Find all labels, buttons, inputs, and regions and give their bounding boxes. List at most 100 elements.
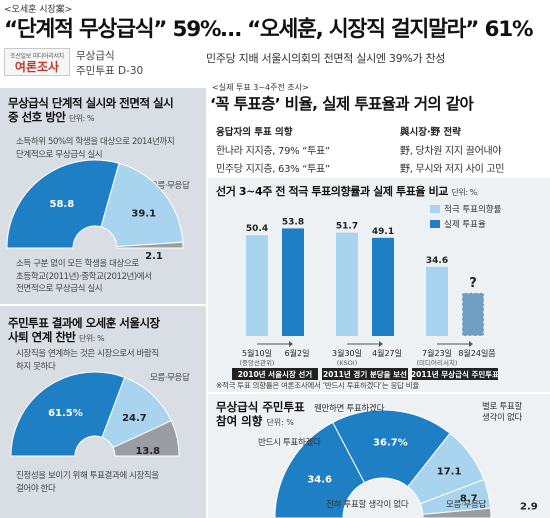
date-arrowhead	[469, 341, 473, 347]
q2-unit: 단위: %	[79, 334, 105, 343]
kicker: <오세훈 시장案>	[4, 5, 73, 15]
q2-title-line2: 사퇴 연계 찬반 단위: %	[8, 330, 160, 346]
donut-value-label: 34.6	[307, 475, 332, 486]
participation-title-line1: 무상급식 주민투표	[216, 400, 305, 414]
label-must-vote: 반드시 투표하겠다	[258, 438, 321, 448]
headline-pct-a: 59%	[172, 17, 222, 42]
donut-value-label: 2.1	[145, 251, 163, 260]
q1-unit: 단위: %	[68, 114, 95, 123]
q2-title: 주민투표 결과에 오세훈 서울시장 사퇴 연계 찬반 단위: %	[8, 316, 160, 346]
q1-desc: 소득하위 50%의 학생을 대상으로 2014년까지 단계적으로 무상급식 실시	[16, 136, 175, 161]
donut-value-label: 61.5%	[48, 408, 83, 419]
bar-value-label: 51.7	[336, 222, 358, 232]
bar-unknown-label: ?	[469, 276, 477, 291]
election-date-label: 4월27일	[372, 348, 402, 358]
headline-pct-b: 61%	[484, 17, 533, 42]
q1-desc-line2: 단계적으로 무상급식 실시	[16, 149, 103, 160]
participation-unit: 단위: %	[266, 418, 294, 427]
q2-desc-line2: 하지 못하다	[16, 361, 56, 372]
election-date-label: 8월24일쯤	[458, 348, 495, 358]
donut-value-label: 39.1	[131, 208, 156, 219]
survey-date-label: 7월23일	[422, 348, 452, 358]
bar-value-label: 34.6	[426, 256, 448, 266]
q2-foot: 진정성을 보이기 위해 투표결과에 시장직을 걸어야 한다	[16, 470, 159, 495]
bar-actual	[282, 228, 304, 336]
q2-desc-line1: 시장직을 연계하는 것은 시장으로서 바람직	[16, 349, 159, 359]
headline-part-a: “단계적 무상급식”	[4, 17, 167, 42]
q1-title-line2: 중 선호 방안 단위: %	[8, 110, 173, 126]
donut-value-label: 17.1	[437, 466, 462, 477]
q1-semi-donut: 58.8 39.1 2.1	[6, 159, 184, 260]
group-caption: 2011년 무상급식 주민투표	[411, 369, 499, 379]
intent-row-2: 민주당 지지층, 63% “투표”	[216, 164, 330, 175]
dday-tag: 주민투표 D-30	[76, 65, 144, 77]
donut-slice	[10, 371, 126, 457]
q2-semi-donut: 61.5% 24.7 13.8	[10, 371, 180, 457]
date-arrowhead	[379, 341, 383, 347]
survey-logo: 조선일보 미디어리서치 여론조사	[4, 48, 70, 76]
donut-value-label: 8.7	[460, 494, 478, 505]
headline: “단계적 무상급식” 59%… “오세훈, 시장직 걸지말라” 61%	[4, 12, 534, 43]
donut-slice	[274, 421, 366, 518]
q2-foot-line1: 진정성을 보이기 위해 투표결과에 시장직을	[16, 471, 159, 481]
election-date-label: 6월2일	[285, 348, 310, 358]
bar-survey	[426, 266, 448, 336]
label-dont-know: 모름·무응답	[446, 500, 487, 510]
q1-title: 무상급식 단계적 실시와 전면적 실시 중 선호 방안 단위: %	[8, 96, 174, 126]
group-caption-box	[322, 368, 408, 380]
participation-title-text: 참여 의향	[216, 414, 263, 428]
bar-chart: 50.4 53.8 5월10일 6월2일 (중앙선관위) 2010년 서울시장 선거 51.…	[232, 217, 499, 380]
right-headline: ‘꼭 투표층’ 비율, 실제 투표율과 거의 같아	[210, 95, 474, 113]
q2-desc: 시장직을 연계하는 것은 시장으로서 바람직 하지 못하다	[16, 348, 159, 373]
donut-slice	[116, 241, 184, 249]
bar-chart-unit: 단위: %	[451, 188, 478, 197]
donut-value-label: 2.9	[520, 502, 538, 513]
logo-org: 조선일보 미디어리서치	[10, 53, 64, 60]
q2-foot-line2: 걸어야 한다	[16, 483, 56, 494]
q1-title-line1: 무상급식 단계적 실시와 전면적 실시	[8, 96, 174, 110]
headline-part-b: “오세훈, 시장직 걸지말라”	[246, 17, 479, 42]
bar-value-label: 50.4	[246, 224, 268, 234]
survey-org-label: (미디어리서치)	[417, 358, 458, 367]
top-note: 민주당 지배 서울시의회의 전면적 실시엔 39%가 찬성	[206, 52, 446, 65]
bar-chart-title-text: 선거 3~4주 전 적극 투표의향률과 실제 투표율 비교	[216, 185, 449, 198]
bar-value-label: 49.1	[372, 227, 394, 237]
right-tag: <실제 투표 3~4주전 조사>	[212, 83, 309, 92]
legend-survey: 적극 투표의향률	[430, 203, 501, 215]
label-never-vote: 전혀 투표할 생각이 없다	[326, 500, 409, 510]
bar-actual	[372, 237, 394, 336]
date-arrowhead	[289, 341, 293, 347]
bar-chart-note: ※적극 투표 의향률은 여론조사에서 ‘반드시 투표하겠다’는 응답 비율	[216, 381, 419, 390]
donut-slice	[100, 162, 184, 248]
survey-date-label: 5월10일	[242, 348, 272, 358]
logo-title: 여론조사	[14, 60, 60, 74]
donut-slice	[422, 507, 492, 518]
bar-value-label: 53.8	[282, 217, 304, 227]
q2-title-text: 사퇴 연계 찬반	[8, 330, 76, 344]
donut-value-label: 58.8	[49, 199, 74, 210]
bar-chart-title: 선거 3~4주 전 적극 투표의향률과 실제 투표율 비교 단위: %	[216, 183, 477, 199]
strategy-row-2: 野, 무시와 저지 사이 고민	[400, 164, 505, 175]
donut-value-label: 36.7%	[373, 437, 408, 448]
strategy-column: 與시장·野 전략 野, 당차원 지지 끌어내야 野, 무시와 저지 사이 고민	[400, 124, 505, 175]
bar-survey	[246, 235, 268, 336]
group-caption-box	[232, 368, 318, 380]
group-caption: 2011년 경기 분당을 보선	[323, 369, 407, 379]
donut-slice	[332, 409, 451, 488]
topic-tag: 무상급식	[76, 50, 115, 62]
donut-value-label: 13.8	[135, 446, 160, 457]
group-caption-box	[412, 368, 498, 380]
q1-desc-line1: 소득하위 50%의 학생을 대상으로 2014년까지	[16, 137, 175, 147]
q1-foot-line3: 전면적으로 무상급식 실시	[16, 284, 103, 294]
headline-separator: …	[220, 17, 247, 42]
strategy-header: 與시장·野 전략	[400, 127, 461, 138]
participation-title-line2: 참여 의향 단위: %	[216, 414, 305, 430]
donut-slice	[112, 420, 180, 457]
intent-column: 응답자의 투표 의향 한나라 지지층, 79% “투표” 민주당 지지층, 63…	[216, 124, 330, 175]
legend-survey-swatch	[430, 205, 440, 213]
strategy-row-1: 野, 당차원 지지 끌어내야	[400, 146, 502, 157]
intent-header: 응답자의 투표 의향	[216, 127, 293, 138]
legend-actual: 실제 투표율	[430, 218, 501, 230]
survey-org-label: (중앙선관위)	[240, 358, 275, 367]
bar-survey	[336, 232, 358, 336]
